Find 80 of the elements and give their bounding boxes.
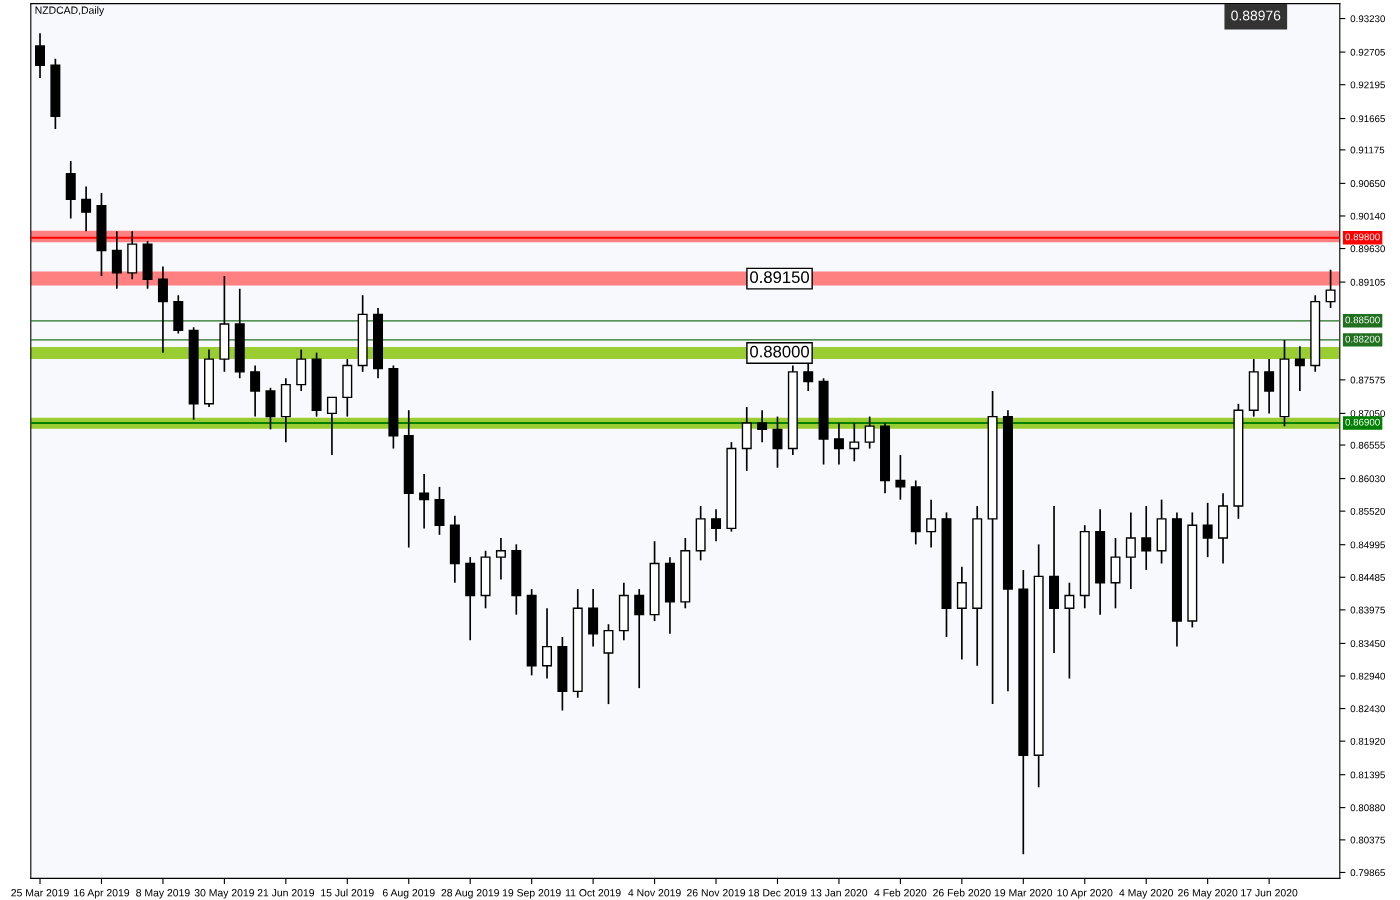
y-tick-label: 0.92195 — [1350, 81, 1385, 89]
candlestick — [757, 409, 768, 443]
x-tick-label: 15 Jul 2019 — [321, 888, 374, 897]
x-tick-label: 25 Mar 2019 — [11, 889, 69, 897]
candlestick — [1125, 511, 1136, 590]
y-tick-label: 0.84485 — [1350, 574, 1385, 581]
candlestick — [833, 422, 844, 466]
x-tick-label: 6 Aug 2019 — [382, 889, 435, 899]
y-tick-label: 0.90140 — [1350, 212, 1385, 220]
x-tick-label: 11 Oct 2019 — [565, 889, 621, 897]
x-tick-label: 10 Apr 2020 — [1057, 889, 1113, 899]
candlestick — [634, 588, 645, 689]
y-tick-label: 0.91175 — [1350, 146, 1385, 154]
y-tick-label: 0.81920 — [1350, 737, 1385, 745]
candlestick — [542, 607, 553, 680]
candlestick — [603, 623, 614, 705]
y-tick-label: 0.79865 — [1350, 869, 1385, 877]
candlestick — [926, 498, 937, 549]
chart-title: NZDCAD,Daily — [35, 6, 105, 16]
x-tick-label: 18 Dec 2019 — [748, 889, 807, 897]
y-tick-label: 0.85520 — [1350, 507, 1385, 515]
y-tick-label: 0.82430 — [1350, 705, 1385, 713]
candlestick — [111, 230, 122, 290]
y-tick-label: 0.90650 — [1350, 180, 1385, 188]
candlestick — [495, 537, 506, 581]
x-tick-label: 8 May 2019 — [136, 889, 190, 899]
candlestick — [326, 396, 337, 456]
candlestick — [772, 415, 783, 469]
y-tick-label: 0.89105 — [1350, 278, 1385, 286]
candlestick — [419, 473, 430, 530]
x-tick-label: 21 Jun 2019 — [257, 889, 315, 897]
y-tick-label: 0.86555 — [1350, 441, 1385, 449]
band-label: 0.89150 — [750, 271, 810, 284]
candlestick — [157, 265, 168, 354]
x-tick-label: 19 Mar 2020 — [994, 889, 1053, 897]
candlestick — [250, 364, 261, 418]
y-tick-label: 0.83450 — [1350, 640, 1385, 648]
y-tick-label: 0.83975 — [1350, 606, 1385, 614]
candlestick — [1141, 505, 1152, 571]
ref-line-label: 0.86900 — [1345, 418, 1380, 426]
x-tick-label: 13 Jan 2020 — [811, 889, 868, 897]
y-tick-label: 0.87050 — [1350, 410, 1385, 418]
candlestick — [849, 422, 860, 463]
y-tick-label: 0.91665 — [1350, 115, 1385, 123]
annotation: 0.88976 — [1231, 10, 1281, 21]
x-tick-label: 30 May 2019 — [194, 889, 255, 899]
ref-line-label: 0.88200 — [1345, 335, 1380, 343]
y-tick-label: 0.89630 — [1350, 245, 1385, 253]
x-tick-label: 26 Nov 2019 — [687, 889, 746, 897]
y-tick-label: 0.80880 — [1350, 804, 1385, 812]
ref-line-label: 0.89800 — [1345, 233, 1380, 241]
y-tick-label: 0.93230 — [1350, 15, 1385, 23]
candlestick — [1064, 581, 1075, 680]
candlestick — [1294, 345, 1305, 392]
ref-line-label: 0.88500 — [1345, 316, 1380, 324]
x-tick-label: 4 May 2020 — [1119, 889, 1174, 899]
candlestick — [711, 508, 722, 543]
candlestick — [1264, 358, 1275, 415]
candlestick — [1202, 502, 1213, 558]
y-tick-label: 0.86030 — [1350, 475, 1385, 483]
band-label: 0.88000 — [750, 345, 810, 358]
x-tick-label: 4 Feb 2020 — [874, 888, 927, 897]
x-tick-label: 19 Sep 2019 — [502, 889, 561, 899]
candlestick — [895, 454, 906, 501]
x-tick-label: 26 Feb 2020 — [933, 888, 991, 897]
x-tick-label: 17 Jun 2020 — [1241, 889, 1298, 897]
candlestick — [81, 185, 92, 233]
y-tick-label: 0.87575 — [1350, 376, 1385, 384]
y-tick-label: 0.92705 — [1350, 48, 1385, 56]
candlestick — [1325, 268, 1336, 309]
x-tick-label: 28 Aug 2019 — [441, 889, 499, 899]
x-tick-label: 16 Apr 2019 — [74, 889, 130, 899]
y-tick-label: 0.81395 — [1350, 771, 1385, 779]
y-tick-label: 0.80375 — [1350, 836, 1385, 844]
y-tick-label: 0.84995 — [1350, 541, 1385, 549]
y-tick-label: 0.82940 — [1350, 672, 1385, 680]
x-tick-label: 26 May 2020 — [1178, 889, 1238, 899]
candlestick — [864, 415, 875, 450]
candlestick — [35, 32, 46, 79]
x-tick-label: 4 Nov 2019 — [628, 889, 681, 897]
